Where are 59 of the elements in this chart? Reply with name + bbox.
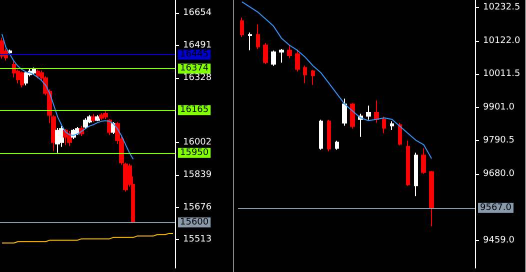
y-tick-label: 15839	[183, 170, 212, 180]
candlestick	[20, 70, 24, 88]
candlestick	[414, 152, 418, 197]
candlestick	[0, 37, 4, 60]
candlestick	[335, 140, 339, 150]
candlestick	[319, 119, 323, 150]
ref-line-label: 15600	[180, 217, 209, 228]
candlestick	[327, 119, 331, 152]
candlestick	[103, 110, 108, 120]
candlestick	[342, 98, 347, 126]
candlestick	[390, 120, 394, 130]
candlestick	[263, 42, 268, 65]
candlestick	[240, 16, 244, 38]
y-tick-label: 15676	[183, 202, 212, 212]
ref-line-label: 16165	[180, 105, 209, 116]
candlestick	[350, 102, 355, 130]
line-series	[1, 34, 134, 160]
candlestick	[248, 32, 252, 51]
candlestick	[374, 100, 379, 124]
line-series	[241, 1, 432, 160]
candlestick	[295, 49, 300, 72]
ref-line-label: 16445	[180, 50, 209, 60]
ref-line-label: 9567.0	[480, 202, 512, 213]
candlestick	[398, 122, 402, 146]
y-tick-label: 9459.0	[483, 235, 515, 246]
line-series	[1, 232, 174, 244]
y-tick-label: 9680.0	[483, 168, 515, 179]
candlestick	[256, 24, 260, 50]
candlestick	[32, 66, 36, 75]
candlestick	[421, 148, 426, 174]
y-tick-label: 16328	[183, 72, 212, 83]
candlestick	[95, 114, 100, 122]
y-tick-label: 10011.5	[483, 69, 520, 80]
candlestick	[287, 44, 292, 59]
candlestick	[87, 114, 92, 124]
y-tick-label: 9790.5	[483, 136, 514, 146]
y-tick-label: 9901.0	[483, 102, 515, 112]
candlestick	[366, 105, 371, 120]
candlestick	[83, 118, 88, 130]
y-tick-label: 16654	[183, 8, 212, 18]
candlestick	[279, 48, 284, 64]
y-tick-label: 16491	[183, 40, 212, 50]
candlestick	[55, 128, 60, 154]
candlestick	[311, 70, 315, 86]
candlestick	[429, 170, 434, 227]
candlestick	[406, 140, 410, 186]
candlestick	[303, 65, 307, 84]
ref-line-label: 15950	[180, 148, 209, 158]
candlestick	[91, 114, 96, 123]
y-tick-label: 15513	[183, 234, 212, 245]
y-tick-label: 16002	[183, 138, 212, 148]
ref-line-label: 16374	[180, 64, 209, 74]
y-tick-label: 10232.5	[483, 2, 520, 13]
candlestick	[382, 116, 386, 134]
candlestick	[24, 70, 28, 86]
candlestick	[271, 50, 276, 66]
candlestick	[99, 112, 104, 121]
y-tick-label: 10122.0	[483, 36, 520, 46]
candlestick	[36, 68, 40, 79]
